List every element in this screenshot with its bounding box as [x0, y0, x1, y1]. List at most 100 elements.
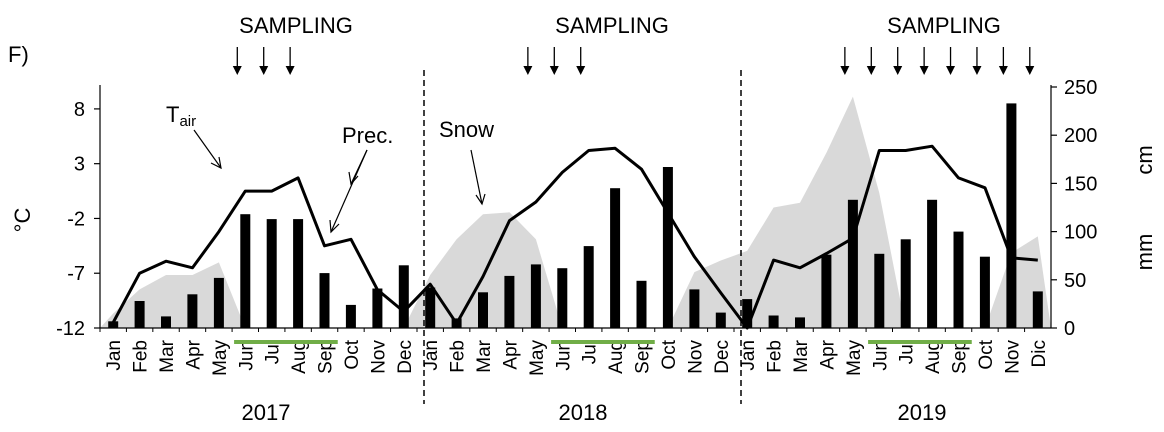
- precipitation-bar: [610, 188, 621, 328]
- month-tick-label: Jan: [738, 340, 759, 371]
- precipitation-bar: [900, 239, 911, 328]
- right-tick-label: 50: [1064, 270, 1086, 292]
- snow-annotation: Snow: [439, 117, 494, 142]
- year-label-2017: 2017: [242, 400, 291, 425]
- temperature-line-layer: [111, 144, 1038, 330]
- precipitation-bar: [1006, 103, 1017, 329]
- month-tick-label: Nov: [685, 340, 706, 374]
- precipitation-bar: [979, 256, 990, 328]
- month-tick-label: Dec: [712, 340, 733, 374]
- annotation-arrows: [193, 129, 486, 234]
- precipitation-bar: [398, 265, 409, 328]
- right-tick-label: 100: [1064, 222, 1097, 244]
- sampling-label-2019: SAMPLING: [887, 13, 1001, 38]
- snow-area-layer: [100, 96, 1051, 328]
- precipitation-bars-layer: [108, 103, 1043, 329]
- month-tick-label: Jun: [553, 340, 574, 371]
- sampling-arrow-head: [285, 66, 295, 75]
- precipitation-bar: [319, 273, 330, 328]
- precipitation-bar: [662, 167, 673, 328]
- month-tick-label: Jan: [104, 340, 125, 371]
- precipitation-bar: [293, 219, 304, 328]
- month-tick-label: Oct: [976, 339, 997, 369]
- panel-label: F): [8, 42, 29, 67]
- month-tick-label: Feb: [131, 340, 152, 373]
- month-tick-label: Jun: [236, 340, 257, 371]
- month-tick-label: Jan: [421, 340, 442, 371]
- sampling-arrow-head: [946, 66, 956, 75]
- precipitation-bar: [530, 264, 541, 328]
- month-tick-label: Apr: [501, 339, 522, 369]
- sampling-label-2018: SAMPLING: [555, 13, 669, 38]
- precipitation-bar: [927, 199, 938, 328]
- sampling-arrow-head: [1025, 66, 1035, 75]
- labels-layer: [232, 47, 1035, 344]
- month-tick-label: Nov: [368, 340, 389, 374]
- precipitation-bar: [847, 199, 858, 328]
- month-tick-label: May: [527, 340, 548, 376]
- month-tick-label: Aug: [289, 340, 310, 374]
- precipitation-bar: [636, 280, 647, 328]
- month-tick-label: Mar: [157, 339, 178, 372]
- precipitation-bar: [161, 316, 171, 328]
- sampling-arrow-head: [972, 66, 982, 75]
- precipitation-bar: [874, 253, 885, 328]
- sampling-arrow-head: [549, 66, 559, 75]
- precipitation-bar: [1032, 291, 1043, 328]
- sampling-arrow-head: [840, 66, 850, 75]
- month-tick-label: Sep: [633, 340, 654, 374]
- right-tick-label: 250: [1064, 77, 1097, 99]
- precipitation-bar: [134, 301, 145, 328]
- month-tick-label: Dec: [395, 340, 416, 374]
- month-tick-label: May: [844, 340, 865, 376]
- sampling-arrow-head: [919, 66, 929, 75]
- month-tick-label: Apr: [184, 339, 205, 369]
- month-tick-label: Mar: [474, 339, 495, 372]
- precipitation-bar: [372, 288, 383, 328]
- left-tick-label: -2: [67, 208, 85, 230]
- month-tick-label: Nov: [1002, 340, 1023, 374]
- month-tick-label: Mar: [791, 339, 812, 372]
- month-tick-label: Sep: [316, 340, 337, 374]
- tair-sub: air: [179, 113, 196, 130]
- left-tick-label: 3: [74, 154, 85, 176]
- right-tick-label: 150: [1064, 173, 1097, 195]
- tair-main: T: [166, 102, 179, 127]
- month-tick-label: Apr: [818, 339, 839, 369]
- month-tick-label: Jul: [263, 340, 284, 364]
- left-tick-label: -12: [56, 318, 85, 340]
- precipitation-bar: [689, 289, 700, 328]
- temperature-line: [111, 144, 1038, 330]
- left-tick-label: 8: [74, 99, 85, 121]
- month-tick-label: Oct: [659, 339, 680, 369]
- month-tick-label: Sep: [950, 340, 971, 374]
- month-tick-label: Jul: [897, 340, 918, 364]
- precipitation-bar: [715, 312, 726, 328]
- month-tick-label: Aug: [606, 340, 627, 374]
- month-tick-label: Jul: [580, 340, 601, 364]
- precipitation-bar: [742, 299, 753, 328]
- month-tick-label: Feb: [448, 340, 469, 373]
- precipitation-bar: [213, 277, 224, 328]
- sampling-label-2017: SAMPLING: [239, 13, 353, 38]
- precipitation-bar: [425, 287, 436, 328]
- tair-annotation: Tair: [166, 102, 196, 130]
- precipitation-bar: [187, 294, 198, 328]
- precipitation-bar: [768, 315, 779, 328]
- left-axis-label: °C: [10, 208, 35, 233]
- prec-annotation: Prec.: [342, 123, 393, 148]
- precipitation-bar: [953, 231, 964, 328]
- right-tick-label: 0: [1064, 318, 1075, 340]
- precipitation-bar: [795, 317, 805, 328]
- precipitation-bar: [821, 254, 832, 328]
- right-tick-label: 200: [1064, 125, 1097, 147]
- precipitation-bar: [266, 219, 277, 328]
- precipitation-bar: [478, 292, 488, 328]
- sampling-arrow-head: [259, 66, 269, 75]
- year-label-2018: 2018: [559, 400, 608, 425]
- month-tick-label: Feb: [765, 340, 786, 373]
- month-tick-label: Dic: [1029, 340, 1050, 367]
- right-axis-label-mm: mm: [1132, 234, 1157, 271]
